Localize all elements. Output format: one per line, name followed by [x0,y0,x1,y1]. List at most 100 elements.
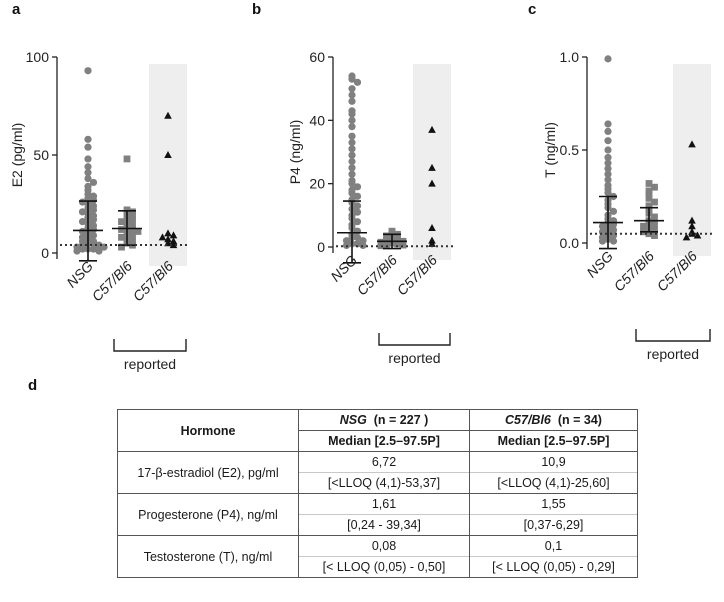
data-point [353,202,362,210]
data-point [353,240,362,248]
y-tick-label: 0 [317,239,325,255]
data-point [609,226,618,234]
data-point [604,146,612,154]
data-point [78,227,87,236]
data-point [84,194,92,202]
data-point [428,179,436,187]
data-point [353,208,362,216]
c57-cell: 10,9 [<LLOQ (4,1)-25,60] [469,451,638,494]
data-point [348,97,356,105]
data-point [645,194,653,202]
c57-cell: 1,55 [0,37-6,29] [469,493,638,536]
data-point [604,55,612,63]
data-point [348,170,356,178]
data-point [84,174,92,183]
data-point [383,241,390,248]
data-point [348,164,356,172]
data-point [348,75,356,83]
data-point [348,157,356,166]
data-point [651,232,658,239]
data-point [169,241,178,249]
header-hormone: Hormone [117,409,299,452]
data-point [89,206,98,214]
x-category-label: NSG [327,252,360,285]
panel-label-a: a [12,1,21,18]
reported-label: reported [647,346,699,362]
data-point [604,165,612,173]
data-point [158,233,167,241]
header-nsg-median: Median [2.5–97.5P] [298,430,470,452]
data-point [164,229,172,237]
data-point [645,230,653,238]
data-point [604,170,612,178]
data-point [693,231,702,239]
data-point [688,222,696,230]
reported-bracket [378,333,451,346]
c57-median: 0,1 [544,539,563,553]
x-category-label: C57/Bl6 [611,248,658,295]
y-tick-label: 60 [309,49,325,65]
data-point [89,196,98,204]
header-c57-n: (n = 34) [557,413,602,427]
data-point [348,180,356,188]
data-point [353,233,362,242]
x-category-label: NSG [583,248,616,281]
header-nsg-n: (n = 227 ) [373,413,429,427]
x-category-label: NSG [63,258,96,291]
data-point [123,155,131,163]
y-tick-label: 0.5 [560,142,580,158]
nsg-median: 6,72 [371,455,397,469]
table-row: Testosterone (T), ng/ml 0,08 [< LLOQ (0,… [117,535,638,578]
data-point [123,206,131,214]
x-category-label: C57/Bl6 [354,252,401,299]
data-point [348,132,356,140]
table-row: 17-β-estradiol (E2), pg/ml 6,72 [<LLOQ (… [117,451,638,494]
reported-label: reported [124,356,176,372]
c57-range: [<LLOQ (4,1)-25,60] [470,472,637,493]
data-point [428,163,436,171]
data-point [682,233,691,241]
nsg-cell: 1,61 [0,24 - 39,34] [298,493,470,536]
y-tick-label: 0.0 [560,235,580,251]
data-point [428,239,436,247]
y-axis-label: E2 (pg/ml) [9,123,25,188]
data-point [84,67,92,75]
data-point [118,218,125,226]
data-point [84,143,92,151]
data-point [78,218,87,226]
data-point [134,228,142,235]
data-point [89,225,98,234]
data-point [604,137,612,145]
reported-bracket [113,339,187,352]
data-point [604,159,612,167]
data-point [388,229,396,237]
data-point [84,169,92,177]
y-tick-label: 100 [26,49,50,65]
data-point [383,232,390,240]
data-point [348,145,356,153]
data-point [78,245,87,253]
data-point [84,163,92,171]
data-point [394,240,401,248]
panel-label-b: b [252,1,261,18]
data-point [651,226,658,234]
nsg-range: [<LLOQ (4,1)-53,37] [299,472,469,493]
panel-label-c: c [528,1,536,18]
data-point [84,135,92,143]
data-point [598,222,607,230]
data-point [645,180,653,187]
row-hormone: Progesterone (P4), ng/ml [117,493,299,536]
hormone-table: Hormone NSG (n = 227 ) C57/Bl6 (n = 34) … [117,409,638,578]
data-point [428,125,436,133]
data-point [348,110,356,118]
data-point [604,189,612,197]
nsg-median: 1,61 [371,497,397,511]
reported-label: reported [388,350,440,366]
data-point [129,237,136,245]
data-point [604,176,612,184]
data-point [129,231,136,239]
y-axis-label: P4 (ng/ml) [287,120,303,185]
y-tick-label: 0 [41,245,49,261]
data-point [399,241,407,249]
data-point [688,140,696,148]
